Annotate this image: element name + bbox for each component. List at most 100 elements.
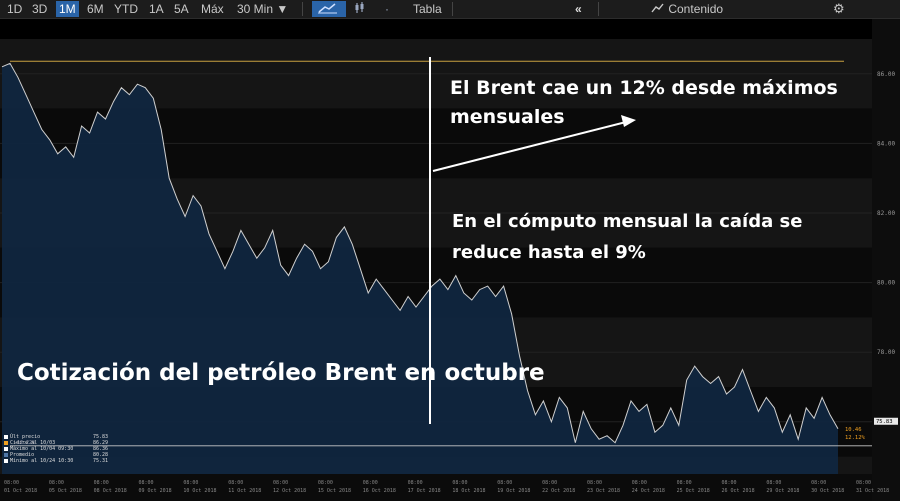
x-tick-label-time: 08:00 bbox=[94, 480, 109, 486]
x-tick-label-time: 08:00 bbox=[4, 480, 19, 486]
content-icon bbox=[651, 3, 664, 13]
x-tick-label-date: 30 Oct 2018 bbox=[811, 488, 844, 494]
legend-swatch bbox=[4, 452, 8, 457]
x-tick-label-date: 19 Oct 2018 bbox=[497, 488, 530, 494]
legend-value: 75.83 bbox=[92, 434, 108, 440]
x-axis: 08:00 01 Oct 2018 08:00 05 Oct 2018 08:00 08 … bbox=[0, 474, 889, 501]
x-tick-label-date: 16 Oct 2018 bbox=[363, 488, 396, 494]
x-tick-label-time: 08:00 bbox=[183, 480, 198, 486]
price-line bbox=[1, 62, 839, 444]
drop-percent-label: -12.22% bbox=[14, 440, 35, 446]
end-value-labels: 75.83 10.46 12.12% bbox=[845, 417, 898, 441]
interval-label: 30 Min bbox=[237, 2, 274, 16]
change-label: 12.12% bbox=[845, 435, 866, 441]
x-tick-label-time: 08:00 bbox=[677, 480, 692, 486]
x-tick-label-date: 25 Oct 2018 bbox=[677, 488, 710, 494]
legend-swatch bbox=[4, 458, 8, 463]
toolbar-divider bbox=[452, 2, 453, 16]
y-axis-panel bbox=[872, 19, 900, 501]
x-tick-label-time: 08:00 bbox=[856, 480, 871, 486]
x-tick-label-date: 08 Oct 2018 bbox=[94, 488, 127, 494]
legend-value: 86.29 bbox=[92, 440, 108, 446]
gear-icon[interactable]: ⚙ bbox=[833, 1, 845, 16]
x-tick-label-date: 11 Oct 2018 bbox=[228, 488, 261, 494]
y-tick-label: 86.00 bbox=[877, 71, 895, 78]
x-tick-label-date: 31 Oct 2018 bbox=[856, 488, 889, 494]
y-tick-label: 84.00 bbox=[877, 140, 895, 147]
legend-label: Mínimo al 10/24 10:30 bbox=[4, 458, 73, 464]
x-tick-label-date: 05 Oct 2018 bbox=[49, 488, 82, 494]
x-tick-label-time: 08:00 bbox=[139, 480, 154, 486]
x-tick-label-time: 08:00 bbox=[363, 480, 378, 486]
arrow-head-icon bbox=[621, 115, 636, 127]
x-tick-label-date: 01 Oct 2018 bbox=[4, 488, 37, 494]
range-3d-button[interactable]: 3D bbox=[32, 2, 48, 16]
x-tick-label-time: 08:00 bbox=[587, 480, 602, 486]
price-area bbox=[2, 63, 838, 475]
legend-value: 75.31 bbox=[92, 458, 108, 464]
y-tick-label: 80.00 bbox=[877, 280, 895, 287]
annotation-monthly-drop: En el cómputo mensual la caída se reduce… bbox=[452, 211, 803, 263]
range-1a-button[interactable]: 1A bbox=[149, 2, 164, 16]
annotation-monthly-high-drop: El Brent cae un 12% desde máximos mensua… bbox=[450, 77, 838, 128]
x-tick-label-time: 08:00 bbox=[721, 480, 736, 486]
x-tick-label-date: 29 Oct 2018 bbox=[766, 488, 799, 494]
x-tick-label-date: 22 Oct 2018 bbox=[542, 488, 575, 494]
dropdown-arrow-icon: ▼ bbox=[276, 2, 289, 16]
more-icon[interactable]: · bbox=[385, 2, 389, 16]
x-tick-label-date: 09 Oct 2018 bbox=[139, 488, 172, 494]
legend-label: Cierre al 10/03 bbox=[4, 440, 55, 446]
last-price-box bbox=[874, 417, 898, 425]
x-tick-label-time: 08:00 bbox=[228, 480, 243, 486]
content-button[interactable]: Contenido bbox=[648, 1, 726, 17]
candles-icon[interactable] bbox=[351, 1, 369, 17]
y-tick-label: 82.00 bbox=[877, 210, 895, 217]
line-chart-icon[interactable] bbox=[312, 1, 346, 17]
x-tick-label-date: 23 Oct 2018 bbox=[587, 488, 620, 494]
range-6m-button[interactable]: 6M bbox=[87, 2, 104, 16]
last-price-label: 75.83 bbox=[876, 419, 893, 425]
interval-select[interactable]: 30 Min ▼ bbox=[234, 1, 291, 17]
legend-label: Promedio bbox=[4, 452, 34, 458]
annotation-arrow-line bbox=[432, 120, 631, 172]
x-tick-label-time: 08:00 bbox=[318, 480, 333, 486]
legend-entry: Últ precio 75.83 bbox=[4, 434, 108, 440]
chart-toolbar: 1D 3D 1M 6M YTD 1A 5A Máx 30 Min ▼ · Tab… bbox=[0, 0, 900, 19]
x-tick-label-time: 08:00 bbox=[766, 480, 781, 486]
x-tick-label-date: 26 Oct 2018 bbox=[721, 488, 754, 494]
legend-entry: Cierre al 10/03 86.29 bbox=[4, 440, 108, 446]
x-tick-label-time: 08:00 bbox=[452, 480, 467, 486]
toolbar-divider bbox=[302, 2, 303, 16]
legend-label: Máximo al 10/04 09:30 bbox=[4, 446, 73, 452]
chart-title: Cotización del petróleo Brent en octubre bbox=[17, 360, 545, 386]
x-tick-label-time: 08:00 bbox=[273, 480, 288, 486]
legend-swatch bbox=[4, 440, 8, 445]
table-button[interactable]: Tabla bbox=[413, 2, 442, 16]
x-tick-label-date: 18 Oct 2018 bbox=[452, 488, 485, 494]
x-tick-label-date: 10 Oct 2018 bbox=[183, 488, 216, 494]
legend-swatch bbox=[4, 446, 8, 451]
range-ytd-button[interactable]: YTD bbox=[114, 2, 138, 16]
range-5a-button[interactable]: 5A bbox=[174, 2, 189, 16]
range-1d-button[interactable]: 1D bbox=[7, 2, 23, 16]
collapse-icon[interactable]: « bbox=[575, 2, 582, 16]
content-label: Contenido bbox=[668, 2, 724, 16]
legend-swatch bbox=[4, 434, 8, 439]
legend: Últ precio 75.83 Cierre al 10/03 86.29 Máxim… bbox=[4, 434, 108, 464]
x-tick-label-date: 12 Oct 2018 bbox=[273, 488, 306, 494]
legend-entry: Mínimo al 10/24 10:30 75.31 bbox=[4, 458, 108, 464]
toolbar-divider bbox=[598, 2, 599, 16]
x-tick-label-date: 24 Oct 2018 bbox=[632, 488, 665, 494]
x-tick-label-date: 17 Oct 2018 bbox=[408, 488, 441, 494]
legend-value: 80.28 bbox=[92, 452, 108, 458]
change-label: 10.46 bbox=[845, 427, 862, 433]
x-tick-label-time: 08:00 bbox=[408, 480, 423, 486]
x-tick-label-time: 08:00 bbox=[632, 480, 647, 486]
legend-entry: Promedio 80.28 bbox=[4, 452, 108, 458]
x-tick-label-date: 15 Oct 2018 bbox=[318, 488, 351, 494]
x-tick-label-time: 08:00 bbox=[497, 480, 512, 486]
range-max-button[interactable]: Máx bbox=[201, 2, 224, 16]
range-1m-button[interactable]: 1M bbox=[56, 1, 79, 17]
